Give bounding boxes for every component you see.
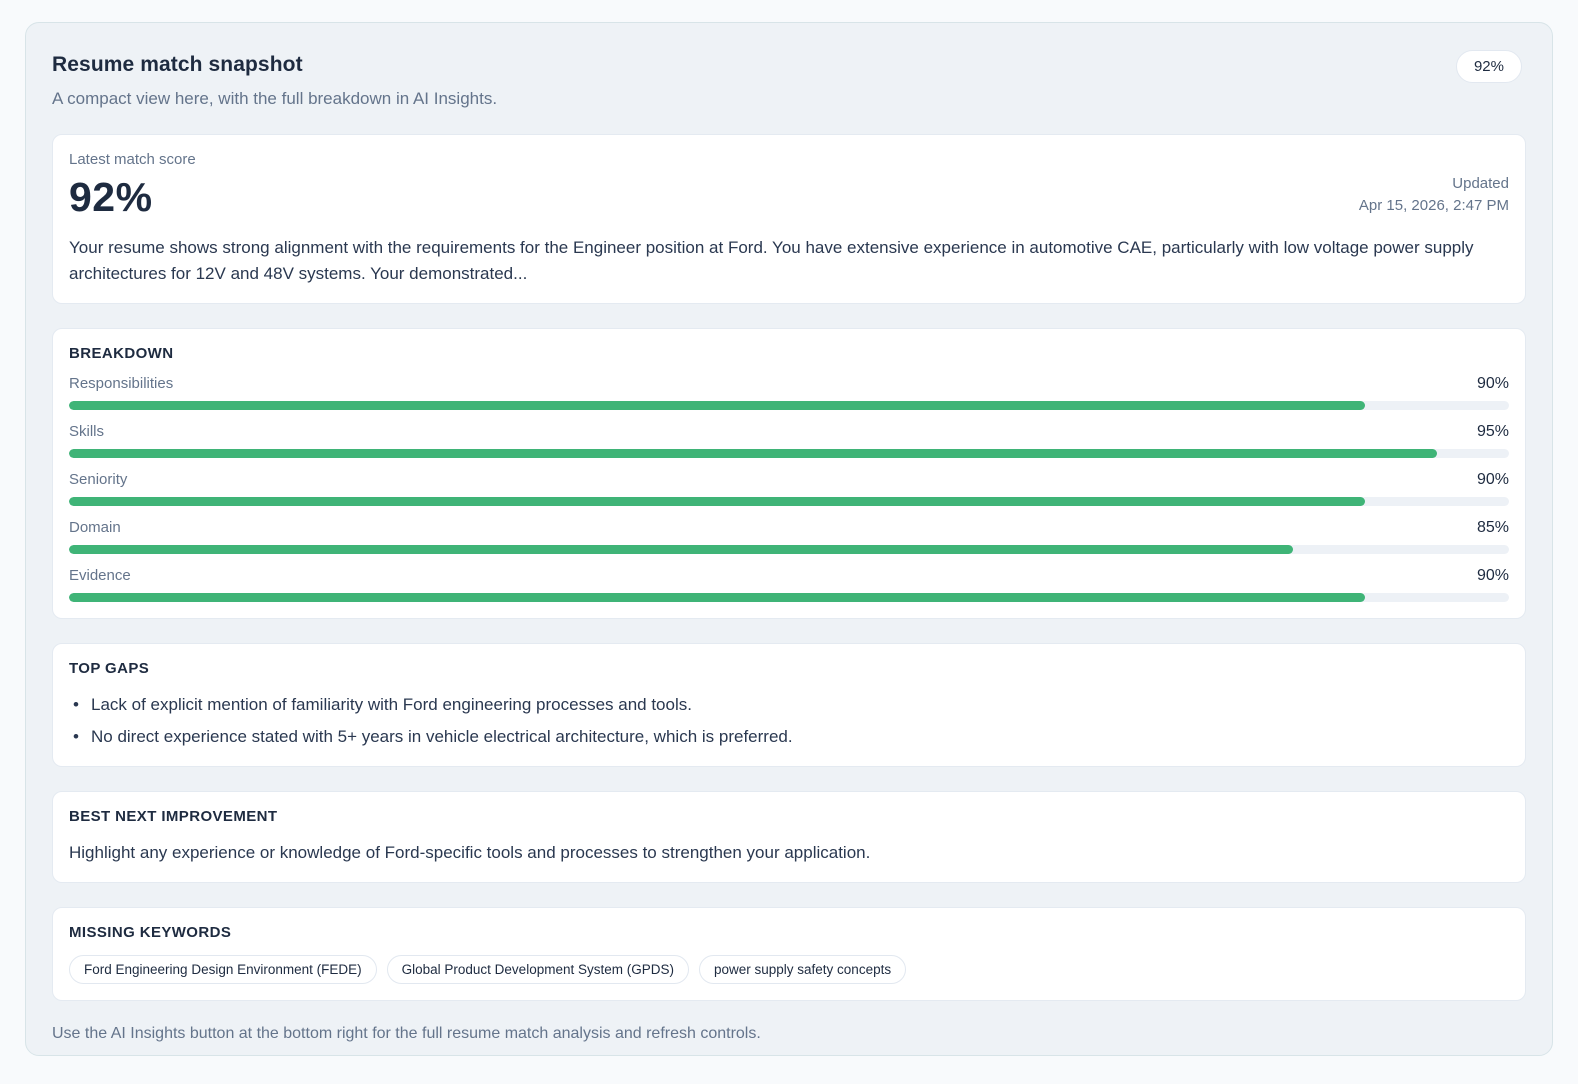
progress-track (69, 497, 1509, 506)
score-block: Latest match score 92% (69, 151, 196, 221)
page-title: Resume match snapshot (52, 53, 303, 76)
progress-track (69, 593, 1509, 602)
breakdown-row-skills: Skills 95% (69, 423, 1509, 458)
breakdown-label: Responsibilities (69, 375, 174, 392)
score-summary: Your resume shows strong alignment with … (69, 238, 1474, 283)
latest-match-score-card: Latest match score 92% Updated Apr 15, 2… (52, 134, 1526, 304)
breakdown-label: Skills (69, 423, 105, 440)
breakdown-row-responsibilities: Responsibilities 90% (69, 375, 1509, 410)
progress-fill (69, 593, 1365, 602)
breakdown-heading: BREAKDOWN (69, 345, 174, 362)
progress-fill (69, 497, 1365, 506)
score-label: Latest match score (69, 151, 196, 168)
updated-block: Updated Apr 15, 2026, 2:47 PM (1359, 173, 1509, 221)
progress-track (69, 401, 1509, 410)
score-top-row: Latest match score 92% Updated Apr 15, 2… (69, 151, 1509, 221)
breakdown-value: 90% (1476, 375, 1509, 392)
score-value: 92% (69, 174, 153, 220)
updated-label: Updated (1452, 175, 1509, 192)
breakdown-row-domain: Domain 85% (69, 519, 1509, 554)
match-score-badge: 92% (1455, 50, 1522, 83)
gap-item: No direct experience stated with 5+ year… (69, 724, 1509, 750)
keyword-chip: power supply safety concepts (698, 955, 907, 984)
missing-keywords-heading: MISSING KEYWORDS (69, 924, 232, 941)
progress-fill (69, 401, 1365, 410)
best-next-improvement-card: BEST NEXT IMPROVEMENT Highlight any expe… (52, 791, 1526, 883)
updated-timestamp: Apr 15, 2026, 2:47 PM (1358, 197, 1509, 214)
best-next-improvement-heading: BEST NEXT IMPROVEMENT (69, 808, 278, 825)
progress-fill (69, 449, 1437, 458)
top-gaps-card: TOP GAPS Lack of explicit mention of fam… (52, 643, 1526, 767)
breakdown-label: Domain (69, 519, 121, 536)
keyword-chip: Global Product Development System (GPDS) (386, 955, 689, 984)
keyword-chip: Ford Engineering Design Environment (FED… (69, 955, 377, 984)
progress-track (69, 545, 1509, 554)
footer-note: Use the AI Insights button at the bottom… (52, 1025, 761, 1042)
keyword-chip-row: Ford Engineering Design Environment (FED… (69, 955, 1509, 984)
top-gaps-heading: TOP GAPS (69, 660, 150, 677)
gap-item: Lack of explicit mention of familiarity … (69, 692, 1509, 718)
breakdown-row-seniority: Seniority 90% (69, 471, 1509, 506)
breakdown-value: 90% (1476, 567, 1509, 584)
progress-fill (69, 545, 1293, 554)
breakdown-value: 95% (1476, 423, 1509, 440)
panel-header: Resume match snapshot A compact view her… (52, 50, 1526, 109)
resume-match-panel: Resume match snapshot A compact view her… (25, 22, 1553, 1056)
breakdown-value: 85% (1476, 519, 1509, 536)
gap-list: Lack of explicit mention of familiarity … (69, 692, 1509, 750)
breakdown-label: Evidence (69, 567, 131, 584)
progress-track (69, 449, 1509, 458)
breakdown-card: BREAKDOWN Responsibilities 90% Skills 95… (52, 328, 1526, 619)
page-subtitle: A compact view here, with the full break… (52, 89, 498, 108)
best-next-improvement-text: Highlight any experience or knowledge of… (69, 843, 871, 862)
missing-keywords-card: MISSING KEYWORDS Ford Engineering Design… (52, 907, 1526, 1001)
breakdown-row-evidence: Evidence 90% (69, 567, 1509, 602)
breakdown-label: Seniority (69, 471, 128, 488)
breakdown-value: 90% (1476, 471, 1509, 488)
